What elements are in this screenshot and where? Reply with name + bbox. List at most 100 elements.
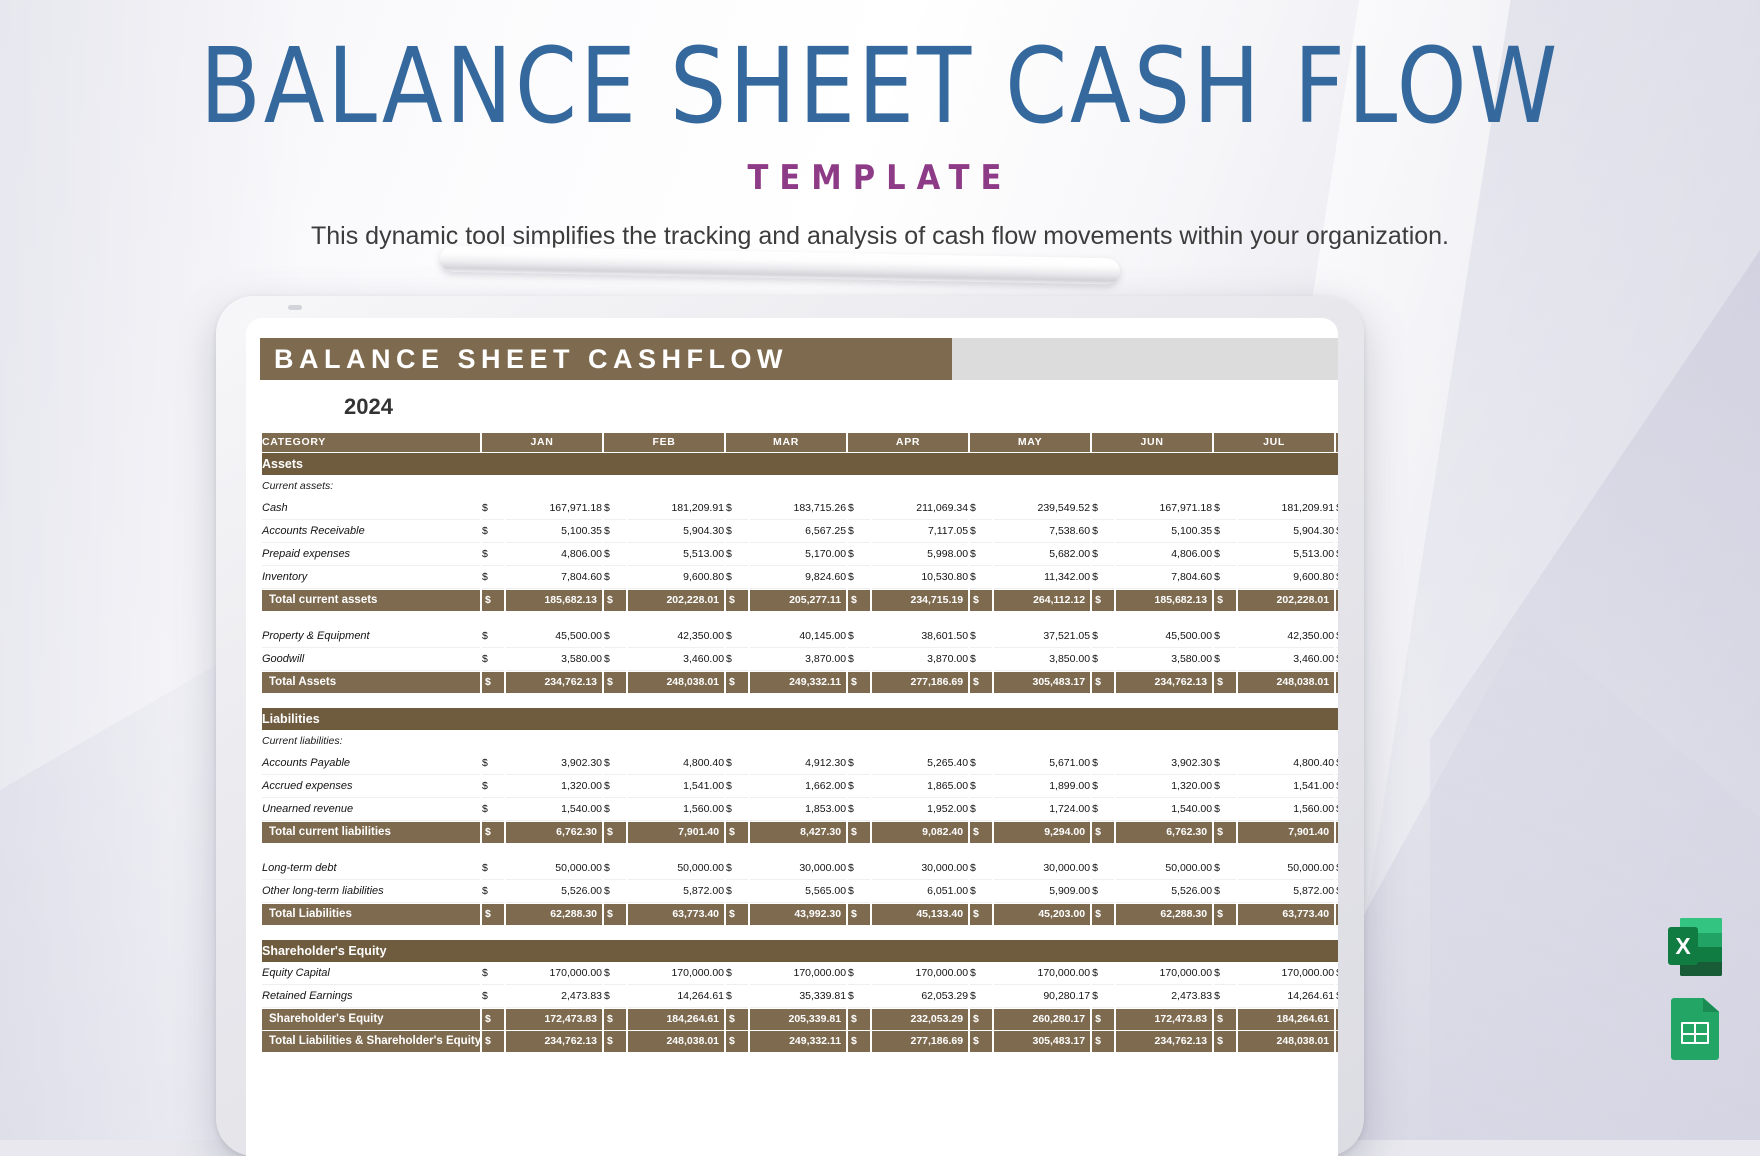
- row-value: 7,117.05: [872, 521, 969, 543]
- currency-symbol: $: [1092, 822, 1115, 843]
- row-value: 30,000.00: [994, 858, 1091, 880]
- currency-symbol: $: [1092, 753, 1115, 775]
- row-value: 5,513.00: [628, 544, 725, 566]
- currency-symbol: $: [848, 1009, 871, 1030]
- table-row: Accounts Payable $3,902.30 $4,800.40 $4,912…: [262, 753, 1338, 775]
- row-value: 167,971.18: [1116, 498, 1213, 520]
- currency-symbol: $: [970, 858, 993, 880]
- currency-symbol: $: [604, 986, 627, 1008]
- section-header-row: Assets: [262, 453, 1338, 475]
- row-value: 2,473.83: [506, 986, 603, 1008]
- section-header: Shareholder's Equity: [262, 940, 1338, 962]
- total-value: 305,483.17: [994, 672, 1091, 693]
- total-value: 232,053.29: [872, 1009, 969, 1030]
- table-header-row: CATEGORY JAN FEB MAR APR MAY JUN JUL: [262, 433, 1338, 452]
- currency-symbol: $: [1214, 858, 1237, 880]
- currency-symbol: $: [970, 776, 993, 798]
- row-value: 3,870.00: [750, 649, 847, 671]
- currency-symbol: $: [726, 753, 749, 775]
- currency-symbol: $: [726, 1031, 749, 1052]
- currency-symbol: $: [1336, 776, 1338, 798]
- currency-symbol: $: [1092, 498, 1115, 520]
- row-value: 3,460.00: [1238, 649, 1335, 671]
- currency-symbol: $: [848, 544, 871, 566]
- currency-symbol: $: [604, 963, 627, 985]
- row-value: 3,870.00: [872, 649, 969, 671]
- row-value: 4,800.40: [628, 753, 725, 775]
- currency-symbol: $: [1092, 649, 1115, 671]
- row-value: 170,000.00: [1238, 963, 1335, 985]
- row-value: 14,264.61: [628, 986, 725, 1008]
- currency-symbol: $: [1214, 1031, 1237, 1052]
- currency-symbol: $: [604, 567, 627, 589]
- total-value: 277,186.69: [872, 672, 969, 693]
- page-header: BALANCE SHEET CASH FLOW TEMPLATE This dy…: [0, 0, 1760, 251]
- currency-symbol: $: [1336, 590, 1338, 611]
- currency-symbol: $: [1336, 649, 1338, 671]
- row-value: 183,715.26: [750, 498, 847, 520]
- currency-symbol: $: [726, 590, 749, 611]
- currency-symbol: $: [1214, 963, 1237, 985]
- row-value: 35,339.81: [750, 986, 847, 1008]
- section-sublabel-row: Current liabilities:: [262, 731, 1338, 752]
- total-value: 234,715.19: [872, 590, 969, 611]
- currency-symbol: $: [1336, 521, 1338, 543]
- row-value: 5,872.00: [628, 881, 725, 903]
- row-label: Cash: [262, 498, 480, 520]
- sheet-banner-filler: [952, 338, 1338, 380]
- currency-symbol: $: [970, 567, 993, 589]
- row-label: Accounts Receivable: [262, 521, 480, 543]
- total-label: Total Liabilities & Shareholder's Equity: [262, 1031, 481, 1052]
- currency-symbol: $: [1336, 986, 1338, 1008]
- currency-symbol: $: [848, 904, 871, 925]
- currency-symbol: $: [1214, 672, 1237, 693]
- microsoft-excel-icon[interactable]: X: [1668, 918, 1722, 976]
- currency-symbol: $: [482, 776, 504, 798]
- row-value: 181,209.91: [628, 498, 725, 520]
- currency-symbol: $: [848, 858, 871, 880]
- total-value: 184,264.61: [1238, 1009, 1335, 1030]
- currency-symbol: $: [726, 799, 749, 821]
- currency-symbol: $: [726, 626, 749, 648]
- total-value: 264,112.12: [994, 590, 1091, 611]
- table-row: Equity Capital $170,000.00 $170,000.00 $170…: [262, 963, 1338, 985]
- total-value: 6,762.30: [506, 822, 603, 843]
- row-value: 90,280.17: [994, 986, 1091, 1008]
- currency-symbol: $: [1336, 1009, 1338, 1030]
- currency-symbol: $: [848, 567, 871, 589]
- currency-symbol: $: [1214, 626, 1237, 648]
- row-value: 5,100.35: [506, 521, 603, 543]
- currency-symbol: $: [482, 649, 504, 671]
- currency-symbol: $: [726, 672, 749, 693]
- currency-symbol: $: [604, 649, 627, 671]
- currency-symbol: $: [1092, 1031, 1115, 1052]
- row-value: 1,662.00: [750, 776, 847, 798]
- currency-symbol: $: [604, 626, 627, 648]
- currency-symbol: $: [482, 963, 504, 985]
- total-label: Total Liabilities: [262, 904, 480, 925]
- balance-sheet-table: CATEGORY JAN FEB MAR APR MAY JUN JUL Assets Curre…: [260, 432, 1338, 1053]
- row-value: 3,580.00: [506, 649, 603, 671]
- currency-symbol: $: [726, 858, 749, 880]
- table-row: Property & Equipment $45,500.00 $42,350.00…: [262, 626, 1338, 648]
- row-value: 1,560.00: [1238, 799, 1335, 821]
- currency-symbol: $: [1214, 567, 1237, 589]
- currency-symbol: $: [482, 521, 504, 543]
- total-value: 248,038.01: [628, 672, 725, 693]
- currency-symbol: $: [970, 1009, 993, 1030]
- total-value: 172,473.83: [1116, 1009, 1213, 1030]
- currency-symbol: $: [1092, 672, 1115, 693]
- currency-symbol: $: [482, 1009, 504, 1030]
- total-value: 234,762.13: [506, 672, 603, 693]
- total-value: 172,473.83: [506, 1009, 603, 1030]
- currency-symbol: $: [604, 799, 627, 821]
- currency-symbol: $: [970, 626, 993, 648]
- total-value: 234,762.13: [506, 1031, 603, 1052]
- currency-symbol: $: [604, 521, 627, 543]
- currency-symbol: $: [970, 498, 993, 520]
- row-value: 5,998.00: [872, 544, 969, 566]
- row-value: 7,804.60: [1116, 567, 1213, 589]
- currency-symbol: $: [970, 544, 993, 566]
- currency-symbol: $: [604, 498, 627, 520]
- google-sheets-icon[interactable]: [1671, 998, 1719, 1060]
